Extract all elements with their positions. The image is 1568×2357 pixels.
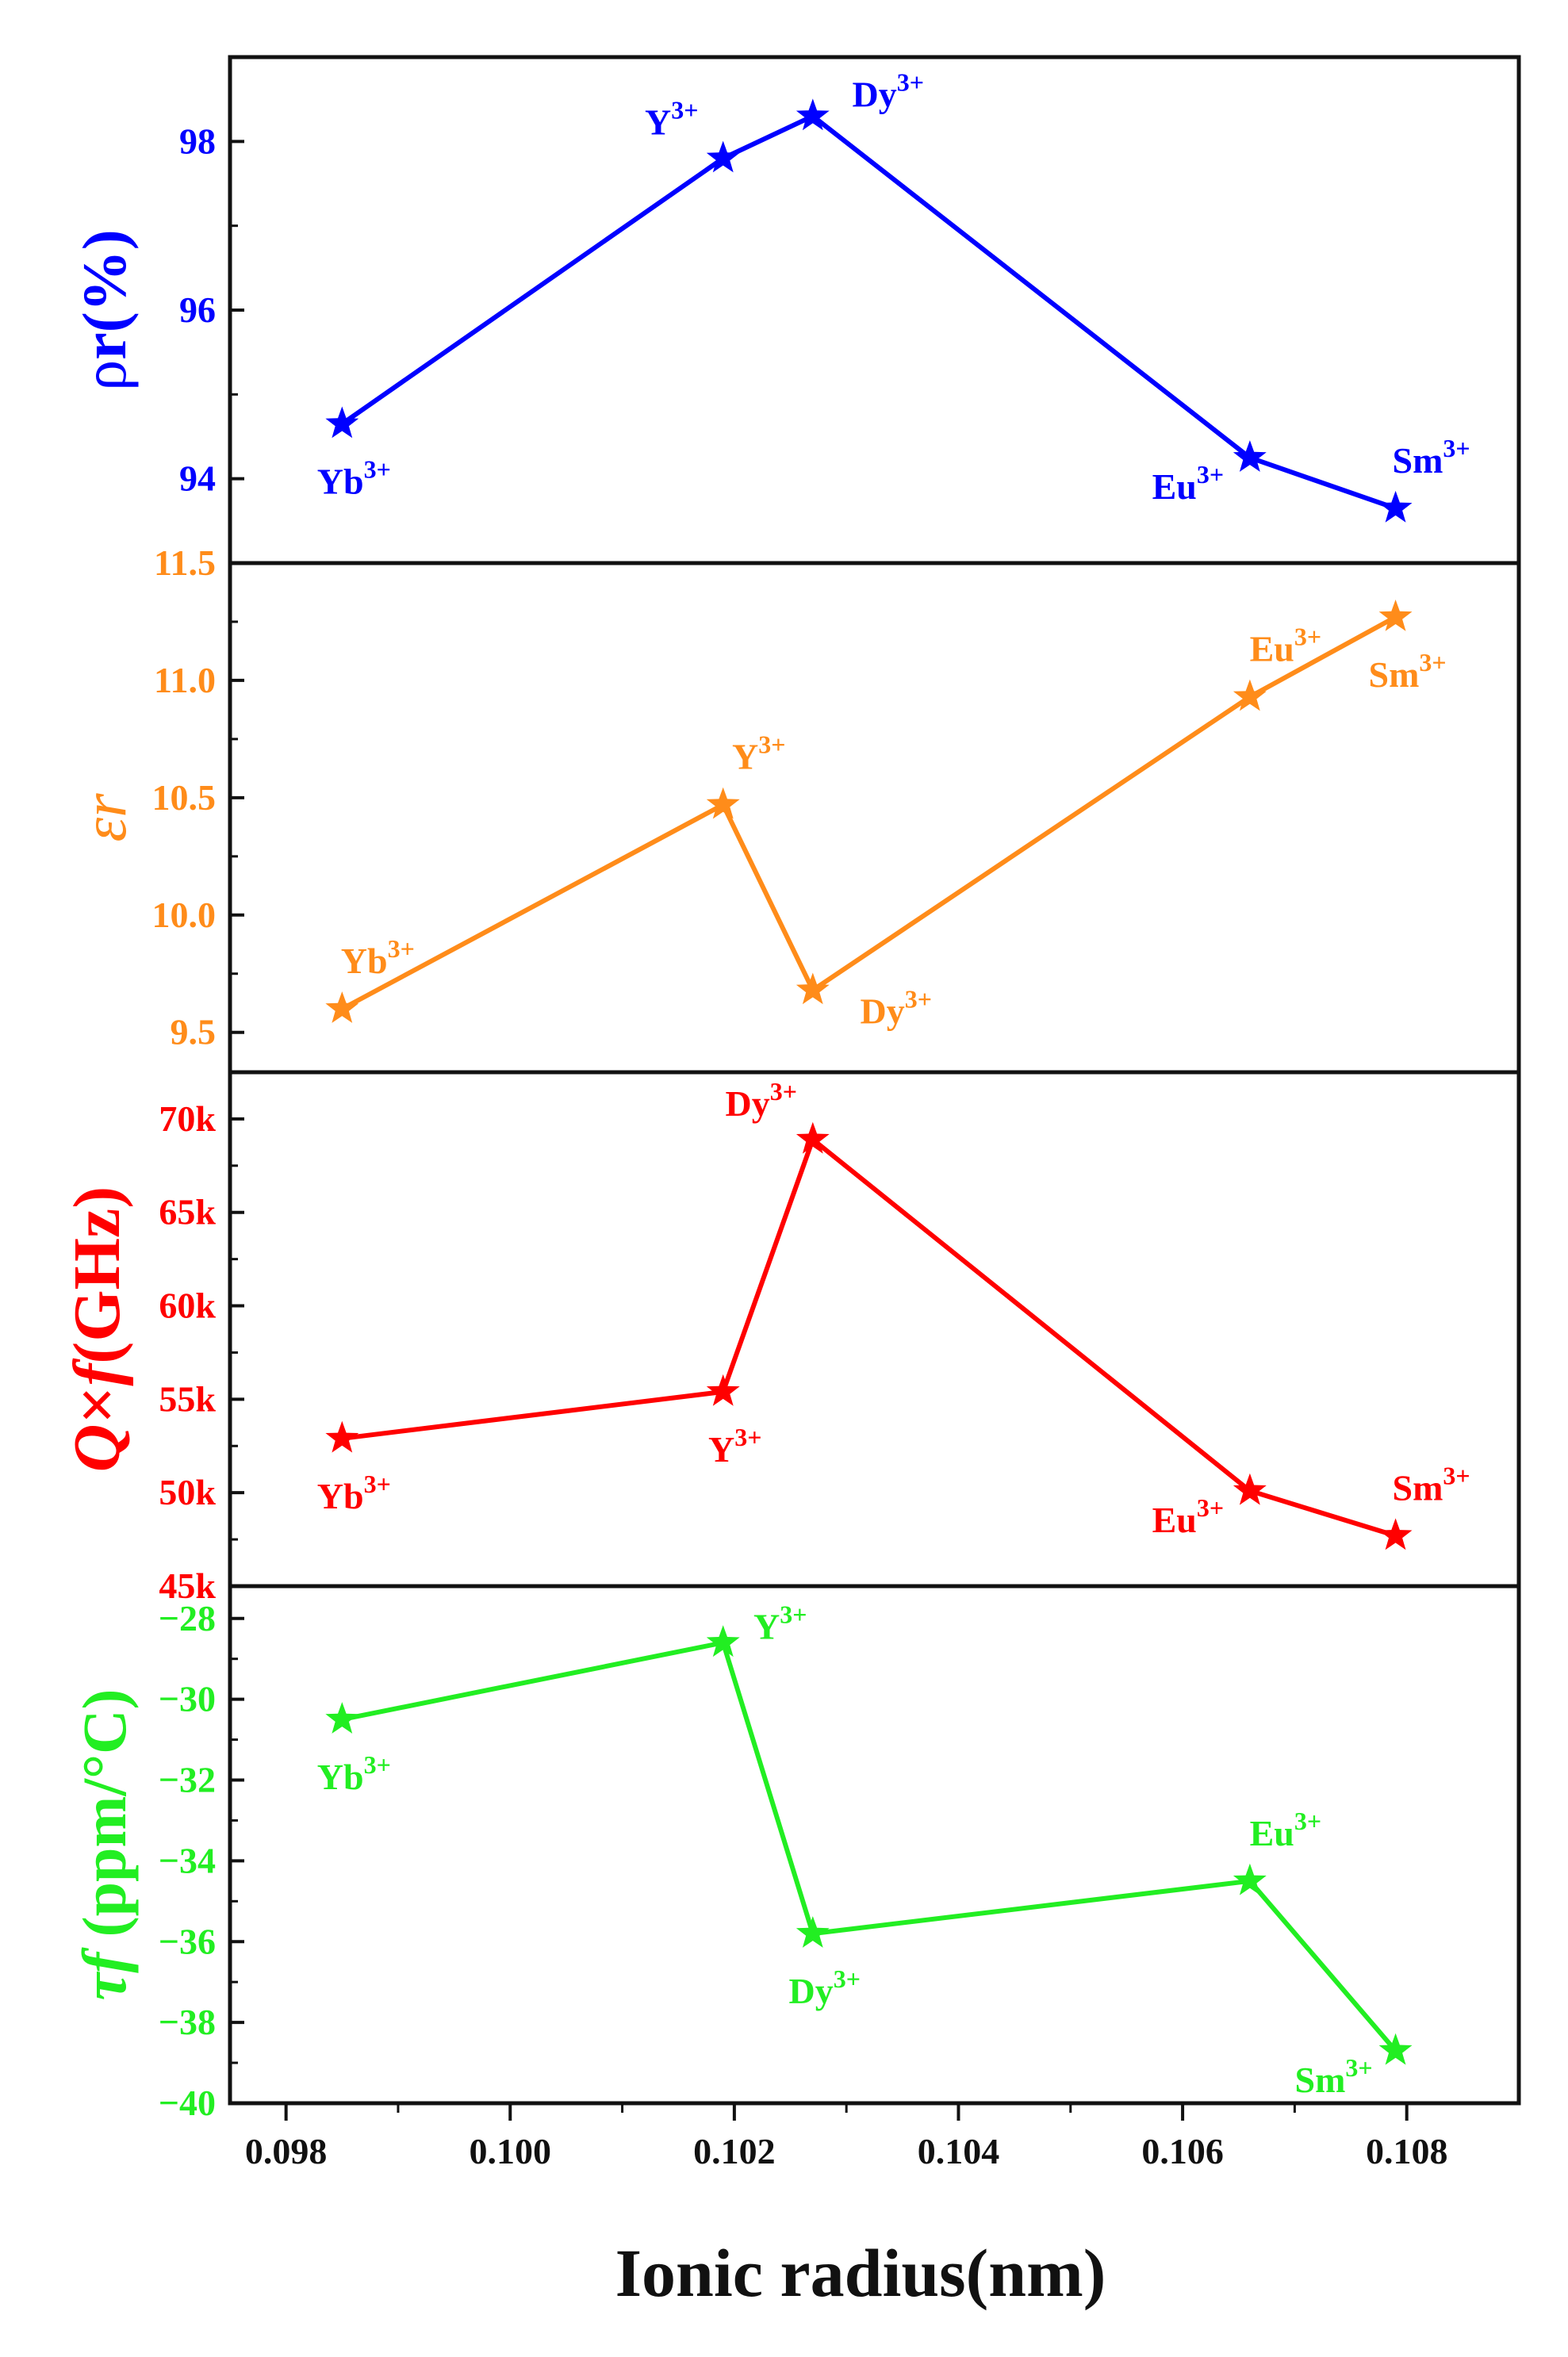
panels-layer: 94 96 98 ρr(%) Yb3+ Y3+ Dy3+ Eu3+ Sm3+ 9.5 10.0 10.… [60,55,1521,2123]
point-label: Eu3+ [1152,1493,1225,1540]
y-tick-label: 9.5 [171,1012,217,1052]
panel-2: 9.5 10.0 10.5 11.0 11.5 εr Yb3+ Y3+ Dy3+ Eu3+ Sm3+ [70,542,1521,1075]
y-tick-label: 50k [159,1472,216,1512]
data-point-star [325,1420,359,1453]
y-tick-label: 98 [179,121,216,161]
data-point-star [796,1121,830,1154]
data-point-star [1233,1863,1267,1895]
y-tick-label: 11.5 [154,542,216,583]
data-point-star [796,972,830,1005]
point-label: Yb3+ [317,1470,391,1516]
point-label: Dy3+ [726,1077,797,1124]
point-label: Dy3+ [861,984,932,1031]
y-tick-label: −32 [159,1760,216,1800]
point-label: Y3+ [753,1600,807,1646]
point-label: Sm3+ [1368,648,1446,695]
series-line [341,1136,1397,1539]
panel-1: 94 96 98 ρr(%) Yb3+ Y3+ Dy3+ Eu3+ Sm3+ [70,55,1521,565]
panel-3: 45k 50k 55k 60k 65k 70k Q×f(GHz) Yb3+ Y3+ Dy3+ Eu3… [60,1070,1521,1606]
point-label: Sm3+ [1392,434,1470,481]
point-label: Eu3+ [1250,623,1322,669]
data-point-star [706,140,740,173]
y-tick-label: −38 [159,2002,216,2042]
x-tick-label: 0.100 [470,2131,552,2171]
data-point-star [1233,1473,1267,1505]
point-label: Y3+ [732,730,785,777]
point-label: Y3+ [645,96,698,143]
data-point-star [1233,679,1267,711]
y-tick-label: 55k [159,1378,216,1419]
y-tick-label: 10.5 [152,777,217,818]
y-tick-label: 94 [179,458,216,499]
data-point-star [706,787,740,819]
point-label: Eu3+ [1152,460,1225,507]
panel-frame [228,1584,1521,2106]
data-point-star [706,1374,740,1406]
y-tick-label: −28 [159,1598,216,1638]
data-point-star [796,98,830,131]
point-label: Dy3+ [789,1964,861,2011]
data-point-star [325,991,359,1023]
y-tick-label: −34 [159,1840,216,1880]
y-axis-label: τf (ppm/°C) [70,1689,139,2001]
x-tick-label: 0.104 [918,2131,1000,2171]
x-tick-label: 0.102 [693,2131,776,2171]
data-point-star [325,1702,359,1734]
point-label: Yb3+ [317,455,391,502]
y-axis-label: Q×f(GHz) [60,1186,134,1472]
data-point-star [796,1916,830,1948]
panel-frame [228,1070,1521,1589]
point-label: Sm3+ [1392,1461,1470,1508]
y-tick-label: 60k [159,1286,216,1326]
point-label: Yb3+ [317,1750,391,1797]
y-tick-label: 11.0 [154,660,216,700]
y-tick-label: −40 [159,2083,216,2123]
data-point-star [706,1625,740,1658]
y-axis-label: ρr(%) [70,229,139,391]
data-point-star [1378,490,1413,523]
x-axis-label: Ionic radius(nm) [615,2235,1106,2311]
x-tick-label: 0.098 [245,2131,328,2171]
data-point-star [1378,1518,1413,1550]
data-point-star [325,406,359,439]
x-tick-label: 0.106 [1141,2131,1224,2171]
panel-frame [228,55,1521,565]
y-tick-label: 65k [159,1192,216,1232]
panel-4: −40 −38 −36 −34 −32 −30 −28 τf (ppm/°C) Yb3+ Y3+ D… [70,1584,1521,2123]
y-tick-label: −30 [159,1679,216,1719]
point-label: Y3+ [708,1423,761,1470]
point-label: Dy3+ [853,67,924,114]
point-label: Eu3+ [1250,1807,1322,1853]
series-line [341,1640,1397,2052]
x-tick-label: 0.108 [1366,2131,1448,2171]
y-axis-label: εr [70,793,139,842]
data-point-star [1378,600,1413,631]
y-tick-label: 10.0 [152,895,217,935]
data-point-star [1378,2033,1413,2065]
y-tick-label: 45k [159,1566,216,1606]
y-tick-label: 70k [159,1098,216,1139]
y-tick-label: 96 [179,289,216,330]
y-tick-label: −36 [159,1921,216,1961]
x-axis: 0.098 0.100 0.102 0.104 0.106 0.108 [245,2103,1448,2171]
series-line [340,113,1397,511]
data-point-star [1233,440,1267,472]
series-line [340,615,1397,1011]
point-label: Yb3+ [341,934,415,981]
point-label: Sm3+ [1294,2053,1372,2100]
